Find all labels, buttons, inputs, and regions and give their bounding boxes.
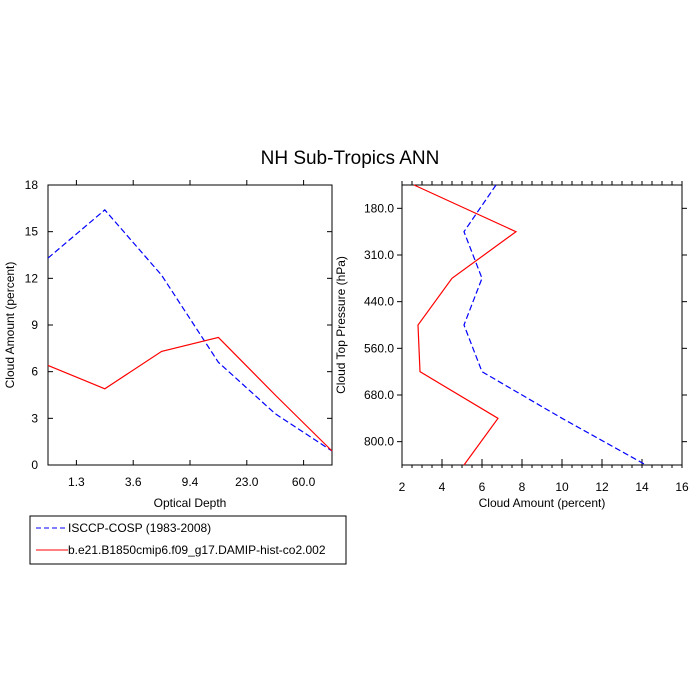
left-x-tick-label: 23.0 xyxy=(235,475,259,489)
left-y-tick-label: 18 xyxy=(25,178,39,192)
right-x-tick-label: 10 xyxy=(555,480,569,494)
left-plot-frame xyxy=(47,184,333,466)
left-series-isccp-line xyxy=(47,209,333,452)
right-x-tick-label: 6 xyxy=(479,480,486,494)
right-ticks: 2 4 6 8 10 12 14 16 180.0 310.0 440.0 560.0 680.0 800… xyxy=(364,181,689,494)
right-x-tick-label: 16 xyxy=(675,480,689,494)
chart-title: NH Sub-Tropics ANN xyxy=(261,148,440,169)
right-plot-frame xyxy=(401,184,683,466)
right-series-model-line xyxy=(413,184,518,466)
right-series-lines xyxy=(413,184,647,466)
left-ticks: 1.3 3.6 9.4 23.0 60.0 0 3 6 9 12 15 18 xyxy=(25,178,332,489)
right-x-tick-label: 8 xyxy=(519,480,526,494)
left-y-tick-label: 6 xyxy=(31,365,38,379)
right-y-tick-label: 180.0 xyxy=(364,201,394,215)
left-y-tick-label: 3 xyxy=(31,411,38,425)
right-y-tick-label: 800.0 xyxy=(364,435,394,449)
right-x-tick-label: 14 xyxy=(635,480,649,494)
legend-box xyxy=(29,515,347,565)
left-x-tick-label: 9.4 xyxy=(182,475,199,489)
left-y-tick-label: 0 xyxy=(31,458,38,472)
right-y-tick-label: 560.0 xyxy=(364,341,394,355)
left-series-model-line xyxy=(47,336,333,452)
right-y-tick-label: 440.0 xyxy=(364,295,394,309)
left-panel-optical-depth: 1.3 3.6 9.4 23.0 60.0 0 3 6 9 12 15 18 Optical Dept… xyxy=(3,178,333,510)
left-y-tick-label: 15 xyxy=(25,225,39,239)
legend-label-isccp: ISCCP-COSP (1983-2008) xyxy=(68,521,211,535)
right-y-tick-label: 310.0 xyxy=(364,248,394,262)
left-x-tick-label: 3.6 xyxy=(125,475,142,489)
left-x-tick-label: 60.0 xyxy=(292,475,316,489)
right-x-tick-label: 2 xyxy=(399,480,406,494)
left-y-tick-label: 9 xyxy=(31,318,38,332)
left-y-tick-label: 12 xyxy=(25,271,39,285)
right-y-tick-label: 680.0 xyxy=(364,388,394,402)
left-series-lines xyxy=(47,209,333,452)
legend: ISCCP-COSP (1983-2008) b.e21.B1850cmip6.… xyxy=(29,515,347,565)
right-series-isccp-line xyxy=(463,184,647,466)
right-x-tick-label: 12 xyxy=(595,480,609,494)
right-x-tick-label: 4 xyxy=(439,480,446,494)
left-y-axis-label: Cloud Amount (percent) xyxy=(3,262,17,389)
left-x-tick-label: 1.3 xyxy=(68,475,85,489)
left-x-axis-label: Optical Depth xyxy=(154,496,227,510)
legend-label-model: b.e21.B1850cmip6.f09_g17.DAMIP-hist-co2.… xyxy=(68,543,326,557)
right-y-axis-label: Cloud Top Pressure (hPa) xyxy=(334,256,348,394)
right-x-axis-label: Cloud Amount (percent) xyxy=(479,496,606,510)
right-panel-cloud-top-pressure: 2 4 6 8 10 12 14 16 180.0 310.0 440.0 560.0 680.0 800… xyxy=(334,181,689,510)
